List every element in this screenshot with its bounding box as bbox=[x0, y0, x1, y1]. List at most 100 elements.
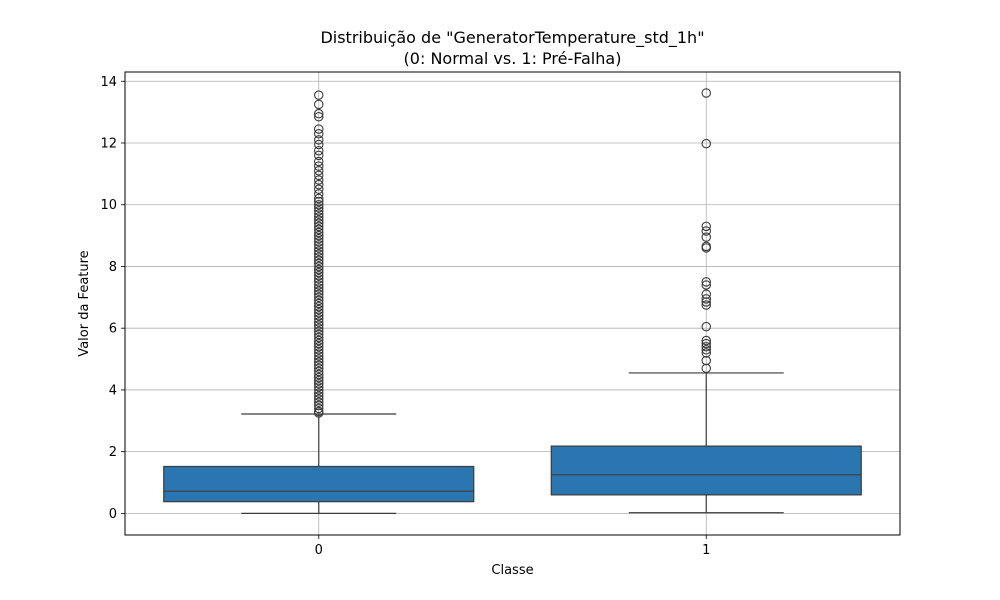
outlier-point bbox=[313, 298, 324, 309]
outlier-point bbox=[313, 145, 324, 156]
outlier-point bbox=[313, 379, 324, 389]
outlier-point bbox=[313, 372, 324, 383]
outlier-point bbox=[313, 156, 324, 167]
outlier-point bbox=[313, 335, 324, 346]
outlier-point bbox=[313, 357, 324, 367]
outlier-point bbox=[313, 301, 324, 312]
outlier-point bbox=[313, 338, 324, 349]
outlier-point bbox=[313, 203, 324, 213]
outlier-point bbox=[313, 90, 324, 100]
outlier-point bbox=[313, 175, 324, 185]
outlier-point bbox=[701, 335, 711, 346]
outlier-point bbox=[313, 388, 324, 398]
outlier-point bbox=[313, 286, 324, 296]
y-tick-label: 0 bbox=[109, 507, 117, 522]
outlier-point bbox=[701, 355, 711, 366]
outlier-point bbox=[313, 400, 324, 411]
y-tick-label: 12 bbox=[100, 136, 117, 151]
x-axis-label: Classe bbox=[491, 563, 533, 578]
outlier-point bbox=[313, 108, 324, 119]
outlier-point bbox=[313, 345, 324, 355]
outlier-point bbox=[701, 321, 711, 332]
y-axis-label: Valor da Feature bbox=[77, 250, 92, 356]
outlier-point bbox=[701, 241, 711, 252]
outlier-point bbox=[313, 280, 324, 290]
outlier-point bbox=[701, 338, 711, 349]
outlier-point bbox=[701, 348, 711, 358]
outlier-point bbox=[313, 326, 324, 337]
outlier-point bbox=[313, 329, 324, 340]
outlier-point bbox=[313, 323, 324, 333]
outlier-point bbox=[701, 363, 711, 374]
outlier-point bbox=[313, 314, 324, 324]
outlier-point bbox=[313, 292, 324, 303]
iqr-box bbox=[163, 465, 475, 503]
outlier-point bbox=[701, 226, 711, 236]
outlier-point bbox=[313, 382, 324, 392]
outlier-point bbox=[313, 258, 324, 269]
boxes bbox=[163, 88, 862, 514]
outlier-point bbox=[313, 397, 324, 408]
outlier-point bbox=[313, 99, 324, 110]
box-class-1 bbox=[550, 88, 862, 514]
chart-title: Distribuição de "GeneratorTemperature_st… bbox=[320, 28, 704, 48]
outlier-point bbox=[313, 295, 324, 306]
outlier-point bbox=[313, 221, 324, 232]
outlier-point bbox=[313, 135, 324, 145]
outlier-point bbox=[313, 139, 324, 150]
outlier-point bbox=[313, 199, 324, 210]
outlier-point bbox=[313, 363, 324, 374]
outlier-point bbox=[313, 224, 324, 235]
x-tick-label: 0 bbox=[315, 543, 323, 558]
outlier-point bbox=[701, 221, 711, 232]
outlier-point bbox=[313, 196, 324, 207]
outlier-point bbox=[313, 283, 324, 293]
outlier-point bbox=[313, 166, 324, 176]
outlier-point bbox=[313, 332, 324, 343]
outlier-point bbox=[313, 369, 324, 380]
y-tick-label: 14 bbox=[100, 75, 117, 90]
outlier-point bbox=[313, 161, 324, 171]
outlier-point bbox=[313, 227, 324, 238]
outlier-point bbox=[313, 212, 324, 222]
outlier-point bbox=[313, 209, 324, 219]
outlier-point bbox=[313, 341, 324, 352]
y-tick-label: 8 bbox=[109, 260, 117, 275]
y-tick-label: 6 bbox=[109, 322, 117, 337]
outlier-point bbox=[313, 230, 324, 241]
outlier-point bbox=[313, 128, 324, 139]
outlier-point bbox=[313, 348, 324, 358]
outlier-point bbox=[313, 351, 324, 361]
outlier-point bbox=[313, 249, 324, 259]
outlier-point bbox=[313, 255, 324, 266]
outlier-point bbox=[313, 375, 324, 386]
outlier-point bbox=[313, 264, 324, 275]
outlier-point bbox=[313, 289, 324, 299]
outlier-point bbox=[313, 206, 324, 216]
outlier-point bbox=[701, 88, 711, 98]
outlier-point bbox=[701, 280, 711, 290]
outlier-point bbox=[313, 124, 324, 134]
x-tick-label: 1 bbox=[702, 543, 710, 558]
outlier-point bbox=[313, 193, 324, 204]
y-tick-label: 10 bbox=[100, 198, 117, 213]
outlier-point bbox=[313, 252, 324, 262]
outlier-point bbox=[313, 385, 324, 395]
outlier-point bbox=[701, 300, 711, 310]
axis-ticks: 0 2 4 6 8 10 12 14 0 1 bbox=[100, 75, 710, 558]
outlier-point bbox=[313, 112, 324, 122]
plot-frame bbox=[124, 71, 901, 536]
outlier-point bbox=[313, 317, 324, 327]
outlier-point bbox=[313, 150, 324, 161]
outlier-point bbox=[313, 391, 324, 401]
outlier-point bbox=[313, 233, 324, 244]
outlier-point bbox=[313, 274, 324, 284]
outlier-point bbox=[701, 345, 711, 355]
outlier-point bbox=[701, 232, 711, 242]
outlier-point bbox=[313, 406, 324, 417]
outlier-point bbox=[313, 215, 324, 225]
outlier-point bbox=[701, 341, 711, 352]
outlier-point bbox=[313, 179, 324, 190]
